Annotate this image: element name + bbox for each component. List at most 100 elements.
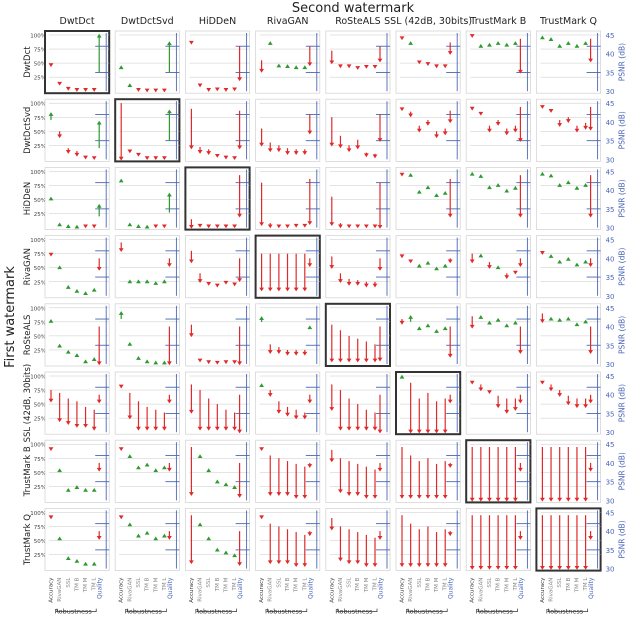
- metric-arrow-head: [399, 36, 405, 41]
- right-tick-label: 30: [606, 293, 615, 301]
- panel: [465, 98, 531, 162]
- right-tick-label: 35: [606, 342, 615, 350]
- quality-arrow-head: [447, 51, 453, 55]
- metric-arrow-head: [302, 151, 308, 155]
- quality-arrow-head: [588, 58, 593, 63]
- metric-arrow-head: [206, 151, 212, 155]
- right-tick-label: 40: [606, 460, 615, 468]
- metric-arrow-head: [583, 497, 588, 502]
- panel: [114, 439, 180, 503]
- metric-arrow-head: [74, 88, 80, 92]
- metric-arrow-head: [574, 128, 580, 133]
- x-tick-label: SSL: [347, 577, 353, 588]
- x-tick-label: TM B: [425, 577, 431, 592]
- metric-arrow-head: [495, 183, 501, 187]
- quality-arrow-head: [307, 399, 313, 404]
- metric-arrow-head: [214, 224, 220, 229]
- panel-frame: [395, 30, 461, 94]
- metric-arrow-head: [197, 223, 203, 228]
- metric-arrow-head: [214, 360, 220, 365]
- metric-arrow-head: [363, 224, 369, 229]
- metric-arrow-head: [372, 154, 378, 159]
- metric-arrow-head: [399, 107, 405, 112]
- metric-arrow-head: [557, 317, 563, 322]
- metric-arrow-head: [189, 492, 194, 496]
- panel: [184, 30, 250, 94]
- quality-arrow-head: [96, 120, 102, 125]
- quality-arrow-head: [96, 266, 102, 271]
- metric-arrow-head: [276, 350, 282, 354]
- metric-arrow-head: [442, 563, 448, 567]
- quality-arrow-head: [96, 361, 102, 366]
- metric-arrow-head: [504, 323, 510, 328]
- quality-arrow-head: [588, 126, 593, 131]
- metric-arrow-head: [495, 317, 501, 322]
- metric-arrow-head: [285, 151, 290, 155]
- metric-arrow-head: [144, 279, 150, 284]
- metric-arrow-head: [293, 151, 299, 155]
- left-tick-label: 25%: [34, 553, 46, 559]
- metric-arrow-head: [162, 360, 167, 365]
- metric-arrow-head: [48, 112, 54, 116]
- metric-arrow-head: [442, 190, 448, 195]
- right-tick-label: 35: [606, 410, 615, 418]
- metric-arrow-head: [363, 283, 369, 288]
- x-tick-label: TM L: [443, 577, 449, 592]
- panel-frame: [536, 166, 602, 230]
- metric-arrow-head: [136, 533, 141, 538]
- metric-arrow-head: [91, 287, 97, 292]
- metric-arrow-head: [540, 319, 545, 324]
- metric-arrow-head: [408, 41, 414, 45]
- quality-arrow-head: [167, 109, 172, 114]
- metric-arrow-head: [65, 285, 71, 289]
- metric-arrow-head: [83, 291, 88, 296]
- x-tick-label: RivaGAN: [408, 578, 414, 602]
- panel-frame: [184, 235, 250, 299]
- left-tick-label: 100%: [30, 102, 46, 108]
- x-tick-label: Accuracy: [540, 577, 546, 603]
- panel: [536, 166, 602, 230]
- right-axis-label: PSNR (dB): [618, 384, 627, 422]
- metric-arrow-head: [127, 342, 133, 346]
- metric-arrow-head: [223, 360, 229, 365]
- quality-arrow-head: [518, 467, 523, 472]
- metric-arrow-head: [540, 171, 545, 176]
- x-tick-label: TM B: [215, 577, 221, 592]
- metric-arrow-head: [372, 64, 378, 69]
- metric-arrow-head: [83, 487, 88, 492]
- quality-arrow-head: [377, 225, 383, 229]
- metric-arrow-head: [557, 43, 563, 48]
- metric-arrow-head: [153, 224, 159, 229]
- metric-arrow-head: [293, 287, 299, 292]
- metric-arrow-head: [416, 128, 422, 133]
- left-tick-label: 50%: [34, 471, 46, 477]
- metric-arrow-head: [416, 563, 422, 567]
- right-tick-label: 45: [606, 305, 615, 313]
- panel: [114, 371, 180, 435]
- x-tick-label: TM M: [294, 577, 300, 593]
- quality-arrow-head: [518, 399, 523, 404]
- panel: [325, 371, 391, 435]
- metric-arrow-head: [363, 494, 369, 499]
- panel: [465, 30, 531, 94]
- robustness-bracket: [56, 608, 97, 612]
- metric-arrow-head: [557, 393, 563, 397]
- panel-frame: [395, 98, 461, 162]
- quality-arrow-head: [307, 62, 313, 67]
- metric-arrow-head: [557, 259, 563, 264]
- metric-arrow-head: [434, 494, 439, 499]
- panel-frame: [325, 98, 391, 162]
- metric-arrow-head: [372, 494, 378, 499]
- metric-arrow-head: [548, 37, 554, 41]
- metric-arrow-head: [442, 131, 448, 136]
- metric-arrow-head: [338, 557, 343, 562]
- left-tick-label: 75%: [34, 389, 46, 395]
- quality-arrow-head: [96, 33, 102, 38]
- metric-arrow-head: [363, 426, 369, 431]
- left-tick-label: 50%: [34, 334, 46, 340]
- metric-arrow-head: [118, 311, 124, 315]
- metric-arrow-head: [48, 515, 54, 520]
- right-tick-label: 35: [606, 69, 615, 77]
- left-tick-label: 50%: [34, 130, 46, 136]
- right-tick-label: 45: [606, 441, 615, 449]
